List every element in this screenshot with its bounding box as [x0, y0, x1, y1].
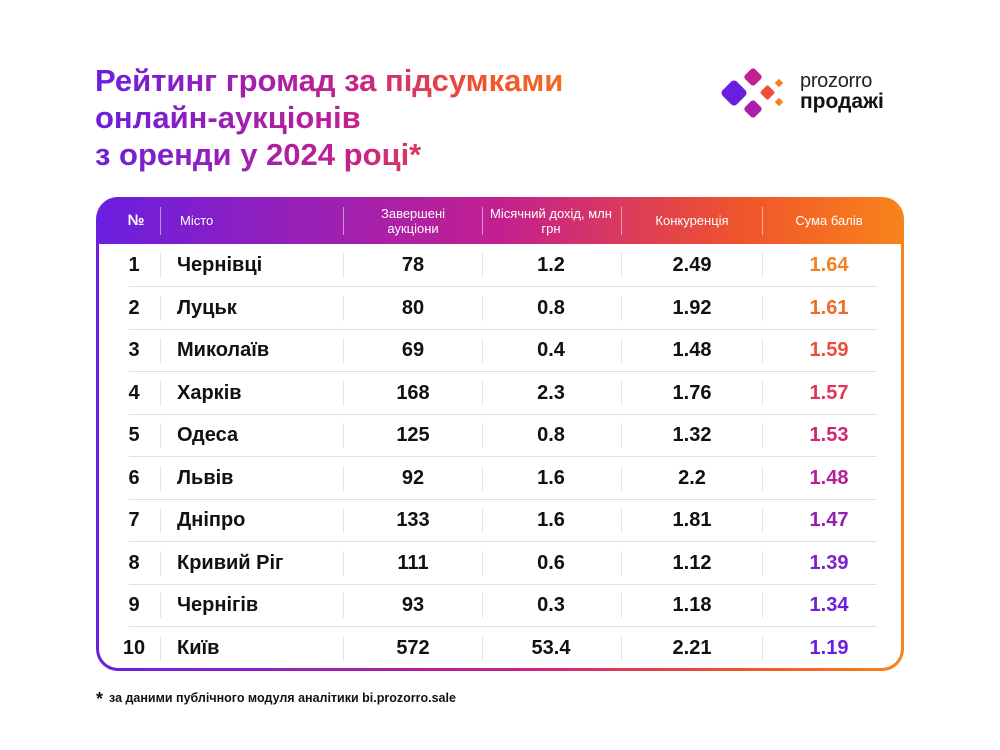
row-number: 5	[128, 424, 140, 446]
row-score: 1.53	[809, 424, 849, 446]
row-score: 1.47	[809, 509, 849, 531]
row-competition: 1.32	[672, 424, 712, 446]
row-score: 1.19	[809, 636, 849, 659]
logo-text: prozorro	[800, 70, 873, 92]
row-city: Київ	[177, 636, 220, 659]
row-auctions: 93	[401, 594, 425, 616]
row-auctions: 80	[401, 296, 425, 319]
row-competition: 1.48	[672, 339, 712, 361]
row-city: Харків	[177, 381, 242, 404]
logo-text-bold: продажі	[800, 90, 884, 113]
row-competition: 1.12	[672, 551, 712, 574]
header-city: Місто	[180, 213, 214, 228]
table-row: 7 Дніпро 133 1.6 1.81 1.47	[99, 499, 907, 542]
row-auctions: 111	[397, 551, 429, 574]
header-income: Місячний дохід, млн грн	[490, 205, 612, 236]
row-income: 2.3	[537, 381, 565, 404]
row-competition: 2.2	[678, 466, 706, 489]
table-row: 1 Чернівці 78 1.2 2.49 1.64	[99, 244, 907, 287]
row-auctions: 168	[396, 381, 430, 404]
table-row: 10 Київ 572 53.4 2.21 1.19	[99, 627, 907, 670]
row-city: Чернівці	[177, 254, 263, 276]
row-city: Миколаїв	[177, 339, 270, 361]
header-score: Сума балів	[795, 213, 863, 228]
row-city: Чернігів	[177, 594, 259, 616]
table-body: 1 Чернівці 78 1.2 2.49 1.64 2 Луцьк 80 0…	[99, 244, 901, 668]
prozorro-logo: prozorro продажі	[718, 66, 908, 120]
row-competition: 2.49	[672, 254, 712, 276]
row-auctions: 133	[396, 509, 430, 531]
title-line: онлайн-аукціонів	[95, 100, 361, 135]
header-number: №	[127, 212, 145, 229]
row-income: 1.2	[537, 254, 565, 276]
row-score: 1.61	[809, 296, 849, 319]
row-number: 6	[128, 466, 140, 489]
row-city: Луцьк	[177, 296, 237, 319]
row-income: 0.8	[537, 296, 565, 319]
table-row: 6 Львів 92 1.6 2.2 1.48	[99, 457, 907, 500]
row-competition: 1.76	[672, 381, 712, 404]
table-header: № Місто Завершені аукціони Місячний дохі…	[96, 197, 904, 244]
table-row: 2 Луцьк 80 0.8 1.92 1.61	[99, 287, 907, 330]
row-number: 3	[128, 339, 140, 361]
row-city: Одеса	[177, 424, 239, 446]
row-score: 1.48	[809, 466, 849, 489]
row-competition: 1.92	[672, 296, 712, 319]
row-number: 8	[128, 551, 140, 574]
row-score: 1.34	[809, 594, 849, 616]
row-income: 0.4	[537, 339, 565, 361]
row-score: 1.39	[809, 551, 849, 574]
header-auctions: Завершені аукціони	[380, 205, 446, 236]
header-competition: Конкуренція	[655, 213, 729, 228]
row-income: 0.8	[537, 424, 565, 446]
row-competition: 1.81	[672, 509, 712, 531]
row-income: 0.6	[537, 551, 565, 574]
table-row: 3 Миколаїв 69 0.4 1.48 1.59	[99, 329, 907, 372]
row-score: 1.57	[809, 381, 849, 404]
row-income: 1.6	[537, 509, 565, 531]
rating-table: № Місто Завершені аукціони Місячний дохі…	[96, 197, 904, 671]
row-city: Дніпро	[177, 509, 246, 531]
title-line: з оренди у 2024 році*	[95, 137, 422, 172]
row-auctions: 69	[401, 339, 425, 361]
row-number: 9	[128, 594, 140, 616]
table-row: 8 Кривий Ріг 111 0.6 1.12 1.39	[99, 542, 907, 585]
table-row: 9 Чернігів 93 0.3 1.18 1.34	[99, 584, 907, 627]
row-city: Львів	[177, 466, 234, 489]
title-line: Рейтинг громад за підсумками	[95, 63, 564, 98]
row-number: 2	[128, 296, 140, 319]
row-score: 1.59	[809, 339, 849, 361]
logo-diamonds-icon	[721, 68, 784, 118]
row-number: 10	[122, 636, 146, 659]
row-auctions: 572	[396, 636, 430, 659]
footnote-mark: *	[96, 689, 104, 709]
row-income: 1.6	[537, 466, 565, 489]
row-number: 4	[128, 381, 140, 404]
row-score: 1.64	[809, 254, 849, 276]
row-competition: 2.21	[672, 636, 712, 659]
row-auctions: 78	[401, 254, 425, 276]
row-income: 0.3	[537, 594, 565, 616]
row-city: Кривий Ріг	[177, 551, 284, 574]
row-competition: 1.18	[672, 594, 712, 616]
row-number: 1	[128, 254, 140, 276]
row-income: 53.4	[531, 636, 571, 659]
row-auctions: 125	[396, 424, 430, 446]
table-row: 5 Одеса 125 0.8 1.32 1.53	[99, 414, 907, 457]
page-title: Рейтинг громад за підсумками онлайн-аукц…	[95, 62, 655, 173]
row-number: 7	[128, 509, 140, 531]
table-row: 4 Харків 168 2.3 1.76 1.57	[99, 372, 907, 415]
row-auctions: 92	[401, 466, 425, 489]
footnote: * за даними публічного модуля аналітики b…	[96, 689, 456, 710]
footnote-text: за даними публічного модуля аналітики bi…	[109, 691, 456, 705]
